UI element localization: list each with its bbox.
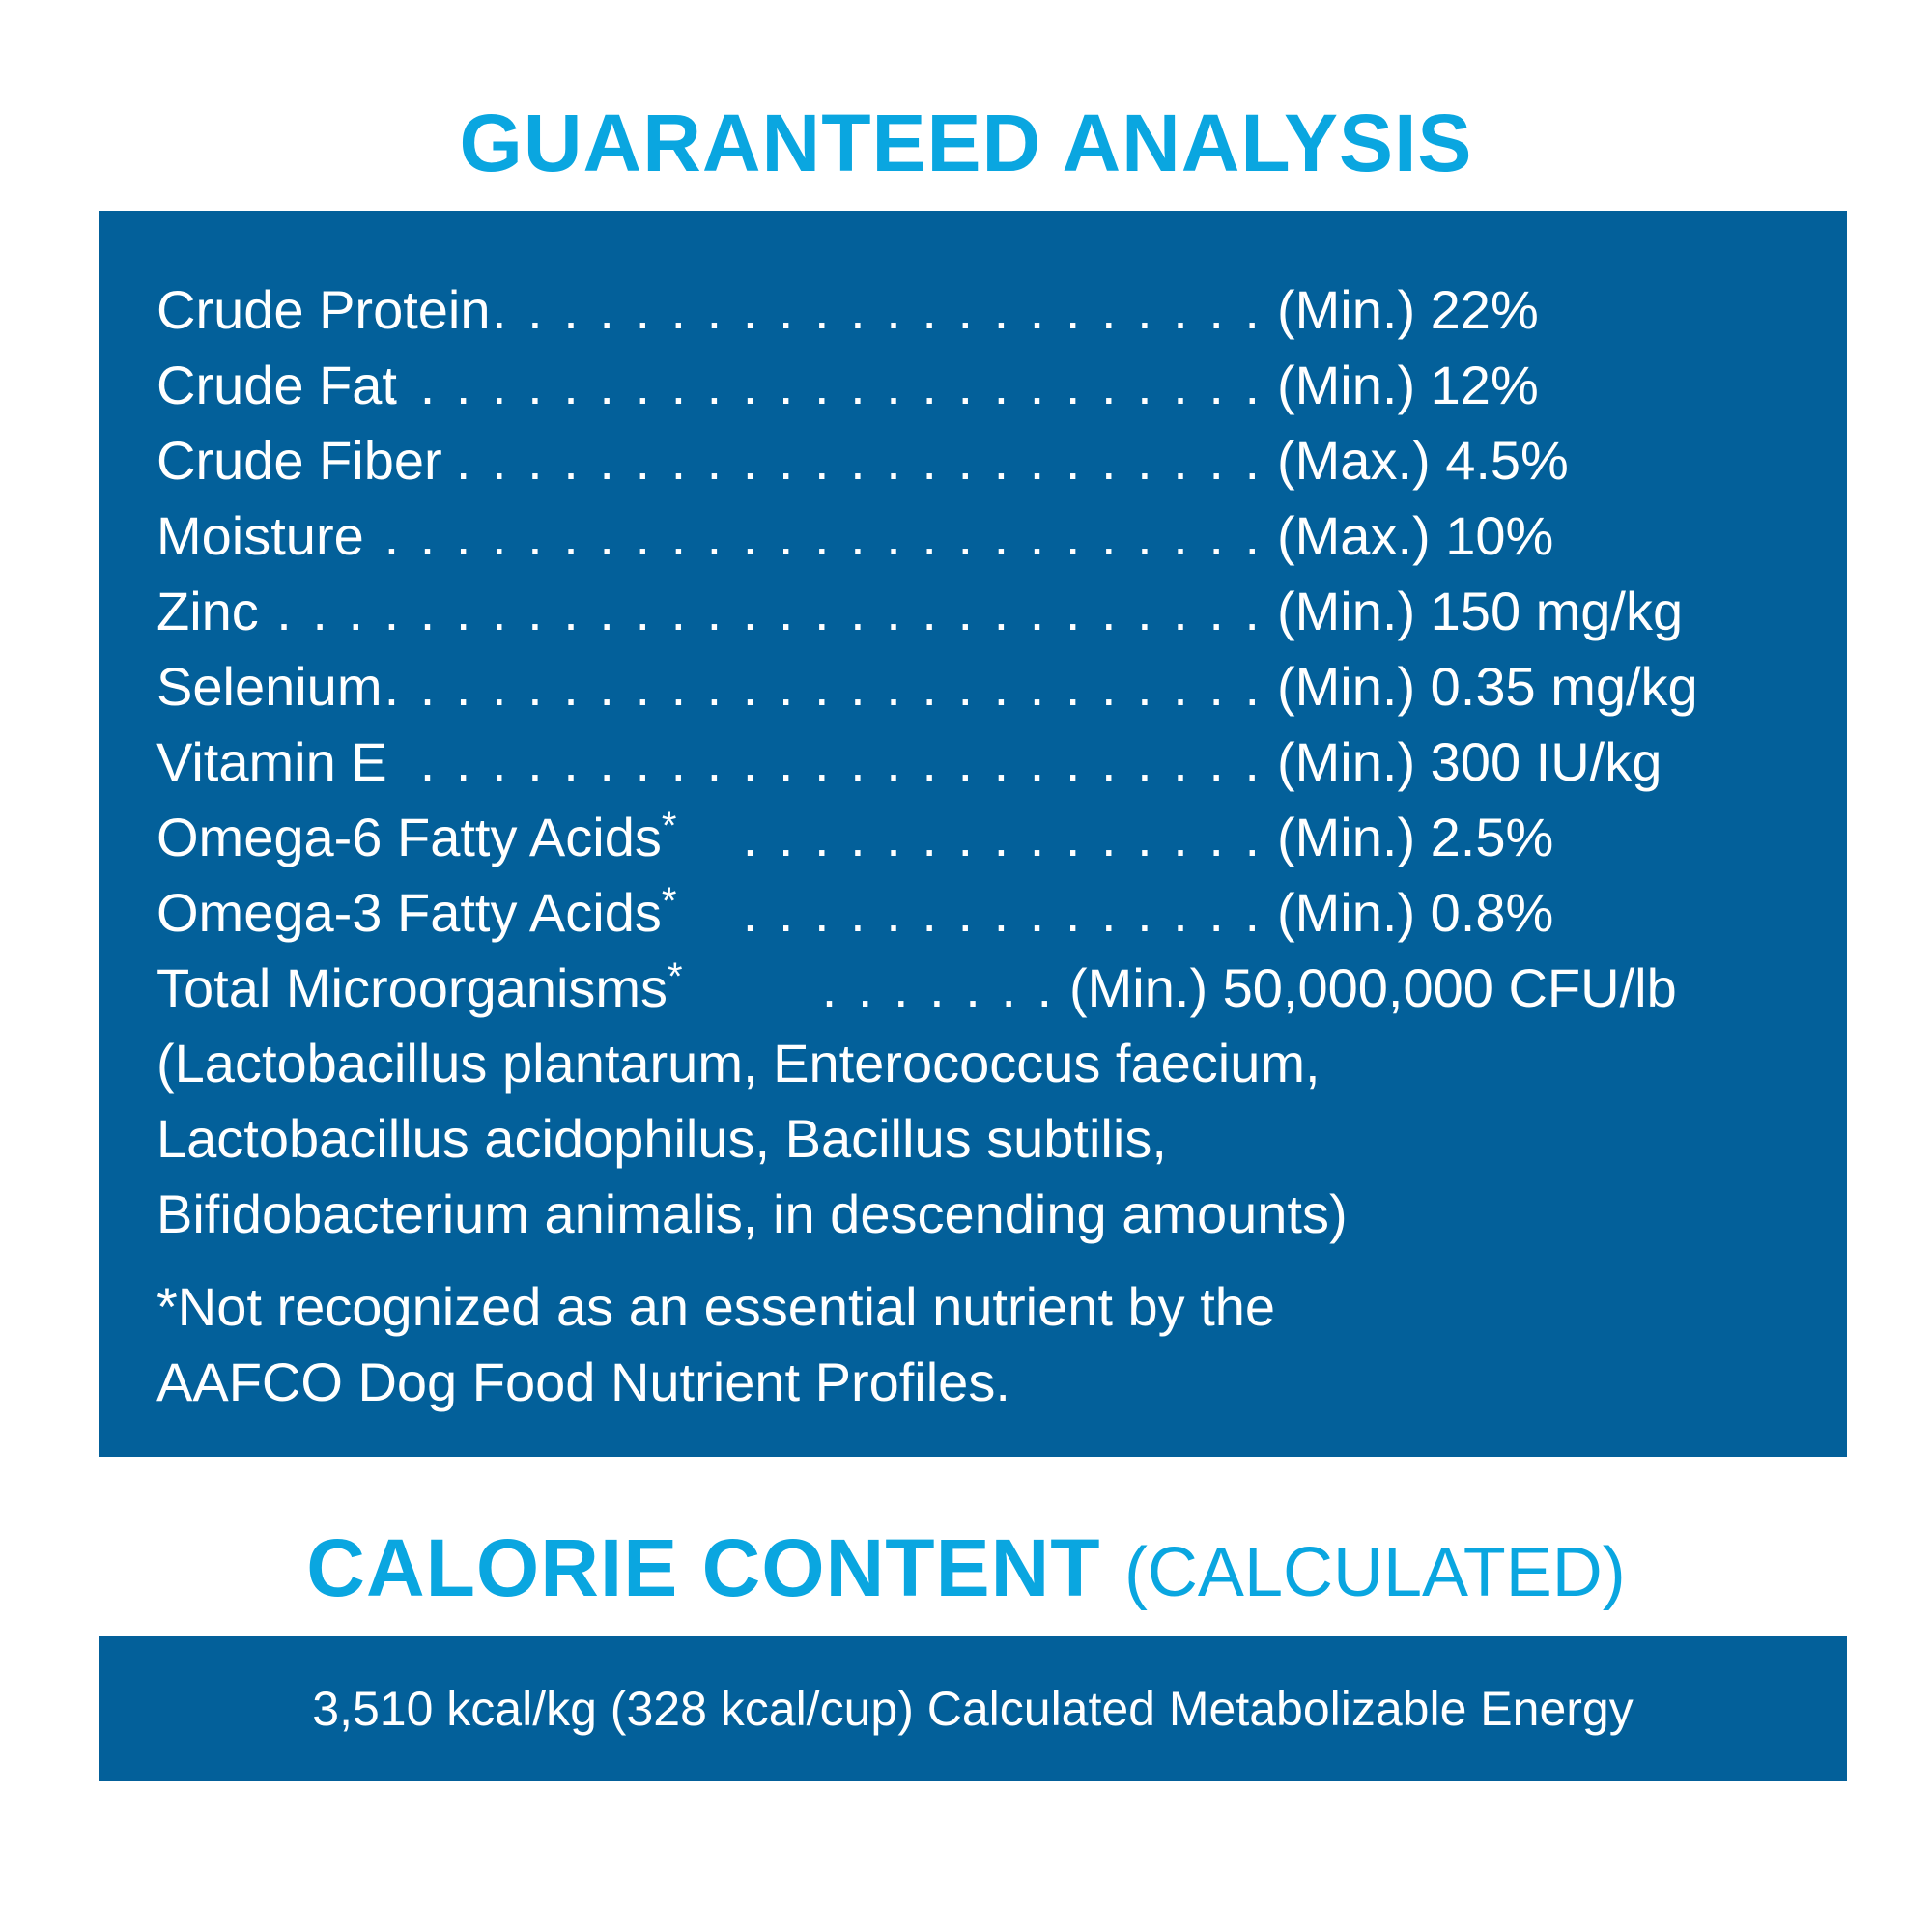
row-label-text: Omega-6 Fatty Acids	[156, 807, 662, 867]
dot-leader: . . . . . . . . . . . . . . . . . . . . …	[384, 656, 1263, 717]
row-value: (Min.) 0.35 mg/kg	[1277, 656, 1698, 717]
row-label: Selenium	[156, 656, 383, 717]
row-label: Crude Fat	[156, 355, 397, 415]
guaranteed-analysis-panel: Crude Protein . . . . . . . . . . . . . …	[99, 211, 1847, 1457]
bacteria-line: (Lactobacillus plantarum, Enterococcus f…	[156, 1033, 1321, 1094]
row-label: Crude Protein	[156, 279, 491, 340]
row-value: (Max.) 10%	[1277, 505, 1554, 566]
analysis-row-crude-fiber: Crude Fiber . . . . . . . . . . . . . . …	[156, 423, 1808, 498]
row-label: Omega-3 Fatty Acids*	[156, 875, 676, 951]
calorie-content-title: CALORIE CONTENT (CALCULATED)	[0, 1521, 1932, 1615]
row-label: Moisture	[156, 505, 364, 566]
analysis-row-crude-fat: Crude Fat . . . . . . . . . . . . . . . …	[156, 348, 1808, 423]
bacteria-line: Bifidobacterium animalis, in descending …	[156, 1183, 1348, 1244]
footnote: *Not recognized as an essential nutrient…	[156, 1269, 1808, 1420]
guaranteed-analysis-title: GUARANTEED ANALYSIS	[459, 98, 1473, 188]
bacteria-list: (Lactobacillus plantarum, Enterococcus f…	[156, 1026, 1808, 1252]
analysis-row-selenium: Selenium . . . . . . . . . . . . . . . .…	[156, 649, 1808, 724]
dot-leader: . . . . . . . . . . . . . . . . . . . . …	[419, 731, 1263, 792]
row-label: Crude Fiber	[156, 430, 442, 491]
calorie-content-text: 3,510 kcal/kg (328 kcal/cup) Calculated …	[312, 1682, 1634, 1736]
row-label: Omega-6 Fatty Acids*	[156, 800, 676, 875]
analysis-list: Crude Protein . . . . . . . . . . . . . …	[156, 272, 1808, 1420]
row-value: (Min.) 0.8%	[1277, 882, 1554, 943]
analysis-row-omega-6: Omega-6 Fatty Acids* . . . . . . . . . .…	[156, 800, 1808, 875]
row-value: (Min.) 300 IU/kg	[1277, 731, 1662, 792]
analysis-row-zinc: Zinc . . . . . . . . . . . . . . . . . .…	[156, 574, 1808, 649]
row-label-text: Total Microorganisms	[156, 957, 668, 1018]
analysis-row-crude-protein: Crude Protein . . . . . . . . . . . . . …	[156, 272, 1808, 348]
row-value: (Min.) 50,000,000 CFU/lb	[1069, 957, 1677, 1018]
dot-leader: . . . . . . . . . . . . . . . . . . . . …	[276, 581, 1263, 641]
row-value: (Min.) 22%	[1277, 279, 1539, 340]
analysis-row-moisture: Moisture . . . . . . . . . . . . . . . .…	[156, 498, 1808, 574]
row-label: Zinc	[156, 581, 259, 641]
row-value: (Min.) 2.5%	[1277, 807, 1554, 867]
analysis-row-total-microorganisms: Total Microorganisms* . . . . . . . (Min…	[156, 951, 1808, 1026]
calorie-content-subtitle: (CALCULATED)	[1123, 1534, 1626, 1611]
footnote-line: AAFCO Dog Food Nutrient Profiles.	[156, 1351, 1010, 1412]
dot-leader: . . . . . . . . . . . . . . .	[742, 807, 1263, 867]
dot-leader: . . . . . . . . . . . . . . . . . . . . …	[384, 505, 1263, 566]
analysis-row-omega-3: Omega-3 Fatty Acids* . . . . . . . . . .…	[156, 875, 1808, 951]
dot-leader: . . . . . . . . . . . . . . .	[742, 882, 1263, 943]
analysis-row-vitamin-e: Vitamin E . . . . . . . . . . . . . . . …	[156, 724, 1808, 800]
row-label: Vitamin E	[156, 731, 387, 792]
row-value: (Min.) 12%	[1277, 355, 1539, 415]
footnote-marker: *	[661, 805, 677, 847]
dot-leader: . . . . . . . . . . . . . . . . . . . . …	[384, 355, 1263, 415]
row-label: Total Microorganisms*	[156, 951, 683, 1026]
calorie-content-title-main: CALORIE CONTENT	[306, 1522, 1101, 1613]
row-value: (Min.) 150 mg/kg	[1277, 581, 1684, 641]
dot-leader: . . . . . . . . . . . . . . . . . . . . …	[491, 279, 1263, 340]
calorie-content-panel: 3,510 kcal/kg (328 kcal/cup) Calculated …	[99, 1636, 1847, 1781]
footnote-marker: *	[661, 880, 677, 923]
dot-leader: . . . . . . . . . . . . . . . . . . . . …	[455, 430, 1263, 491]
bacteria-line: Lactobacillus acidophilus, Bacillus subt…	[156, 1108, 1167, 1169]
footnote-line: *Not recognized as an essential nutrient…	[156, 1276, 1276, 1337]
row-value: (Max.) 4.5%	[1277, 430, 1569, 491]
dot-leader: . . . . . . .	[821, 957, 1055, 1018]
footnote-marker: *	[668, 955, 683, 998]
row-label-text: Omega-3 Fatty Acids	[156, 882, 662, 943]
